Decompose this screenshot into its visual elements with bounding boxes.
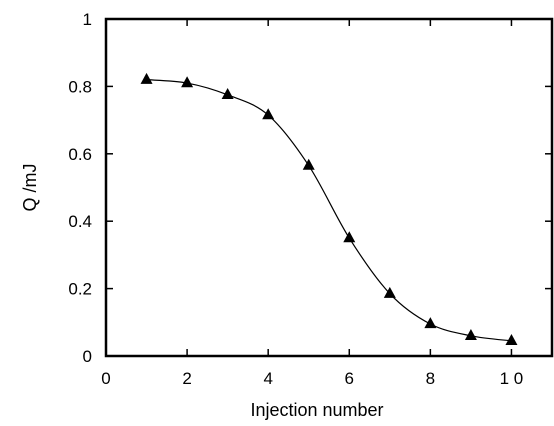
x-tick-label: 8 (426, 369, 435, 388)
data-point (181, 76, 194, 88)
data-point (140, 72, 153, 84)
x-tick-label: 0 (101, 369, 110, 388)
x-tick-label: 4 (263, 369, 272, 388)
data-point (221, 88, 234, 100)
y-tick-label: 1 (83, 10, 92, 29)
y-tick-label: 0.6 (68, 145, 92, 164)
points-layer (140, 72, 518, 346)
y-axis-title: Q /mJ (20, 164, 40, 212)
fit-curve (146, 79, 512, 342)
y-tick-label: 0.4 (68, 212, 92, 231)
x-axis-title: Injection number (250, 400, 383, 420)
data-point (424, 317, 437, 329)
tick-labels-layer: 0 2 4 6 8 1 0 0 0.2 0.4 0.6 0.8 1 (68, 10, 523, 388)
y-tick-label: 0.8 (68, 77, 92, 96)
x-tick-label: 1 0 (500, 369, 524, 388)
data-point (505, 334, 518, 346)
data-point (262, 108, 275, 120)
x-tick-label: 6 (345, 369, 354, 388)
y-tick-label: 0.2 (68, 280, 92, 299)
x-tick-label: 2 (182, 369, 191, 388)
data-point (383, 286, 396, 298)
data-point (343, 231, 356, 243)
data-point (302, 158, 315, 170)
y-tick-label: 0 (83, 347, 92, 366)
plot-frame (104, 17, 554, 358)
data-point (464, 328, 477, 340)
ticks-layer (105, 18, 552, 357)
